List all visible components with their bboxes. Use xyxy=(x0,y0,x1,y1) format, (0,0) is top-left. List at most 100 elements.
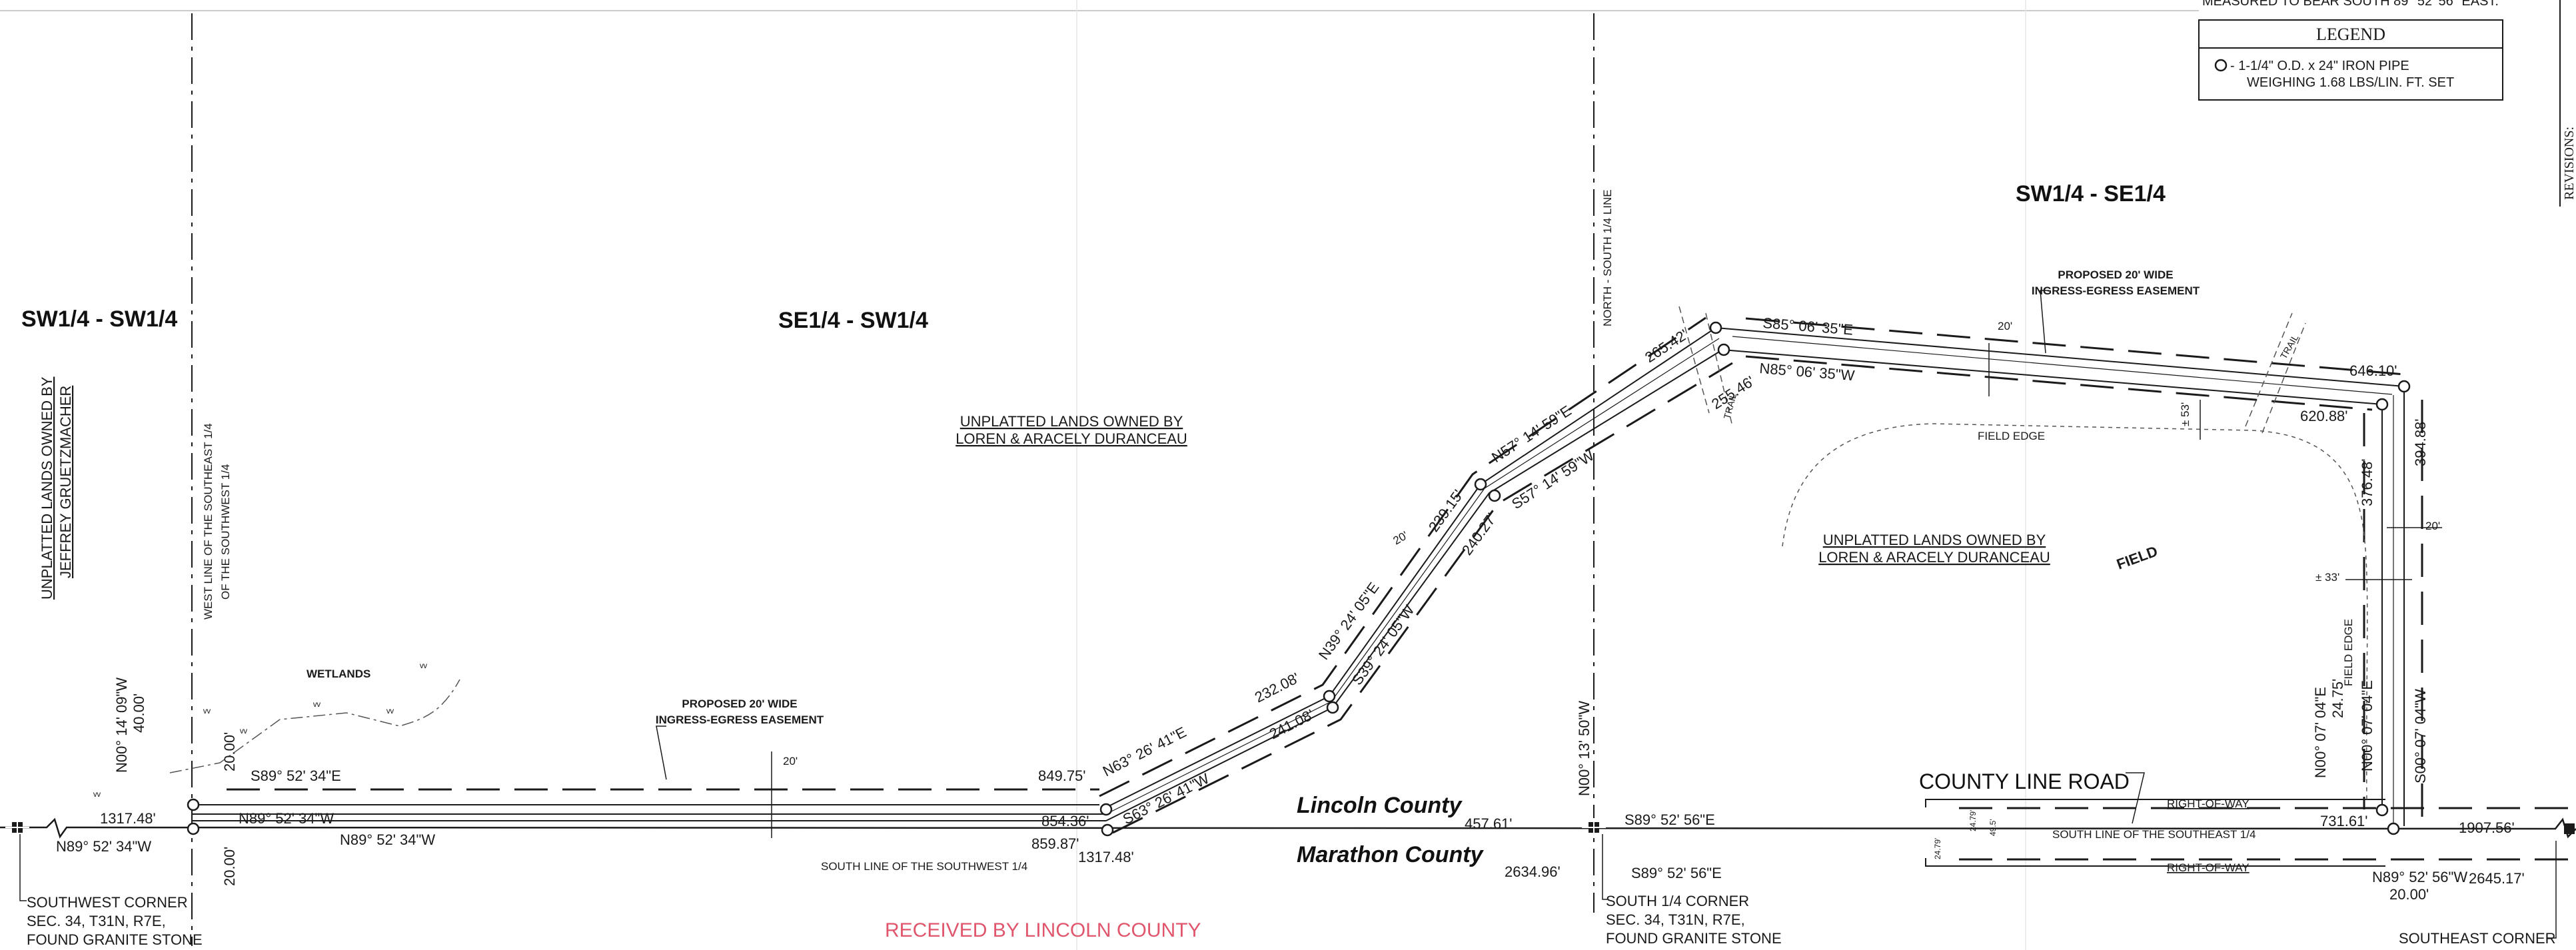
svg-text:S89° 52' 34"E: S89° 52' 34"E xyxy=(251,767,341,784)
svg-text:INGRESS-EGRESS EASEMENT: INGRESS-EGRESS EASEMENT xyxy=(2032,284,2200,297)
marathon-county-label: Marathon County xyxy=(1297,842,1485,867)
svg-text:620.88': 620.88' xyxy=(2300,408,2348,424)
svg-text:FOUND GRANITE STONE: FOUND GRANITE STONE xyxy=(27,931,203,948)
iron-pipe-icon xyxy=(1488,489,1501,502)
svg-text:± 33': ± 33' xyxy=(2315,571,2339,584)
svg-text:1317.48': 1317.48' xyxy=(100,810,156,827)
svg-text:232.08': 232.08' xyxy=(1252,670,1302,706)
svg-text:PROPOSED 20' WIDE: PROPOSED 20' WIDE xyxy=(682,698,797,710)
iron-pipe-symbol-icon xyxy=(2214,59,2228,72)
svg-text:20': 20' xyxy=(783,755,798,767)
iron-pipe-icon xyxy=(187,798,200,811)
marsh-symbol-icon: ᵥᵥ xyxy=(93,786,101,799)
field-edge-line xyxy=(1782,423,2368,803)
easement-west-segment xyxy=(192,788,1106,821)
svg-text:49.5': 49.5' xyxy=(1988,819,1998,836)
marsh-symbol-icon: ᵥᵥ xyxy=(203,703,211,715)
legend-box: LEGEND - 1-1/4" O.D. x 24" IRON PIPE WEI… xyxy=(2198,19,2503,101)
row-top-label: RIGHT-OF-WAY xyxy=(2167,797,2250,810)
svg-text:N89° 52' 34"W: N89° 52' 34"W xyxy=(56,838,151,855)
svg-text:1907.56': 1907.56' xyxy=(2459,819,2515,836)
wetlands-boundary xyxy=(169,679,460,773)
wetlands-label: WETLANDS xyxy=(307,668,370,680)
svg-text:N89° 52' 34"W: N89° 52' 34"W xyxy=(340,831,435,848)
easement-diagonal-segments xyxy=(1099,316,1733,834)
lincoln-county-label: Lincoln County xyxy=(1297,793,1463,818)
svg-text:20.00': 20.00' xyxy=(2389,886,2429,903)
svg-text:2645.17': 2645.17' xyxy=(2469,870,2525,887)
course-labels-west: N00° 14' 09"W 40.00' 20.00' S89° 52' 34"… xyxy=(56,678,1027,886)
svg-text:± 53': ± 53' xyxy=(2179,402,2192,426)
marsh-symbol-icon: ᵥᵥ xyxy=(239,723,247,735)
svg-text:241.08': 241.08' xyxy=(1267,706,1317,743)
svg-text:SOUTHWEST CORNER: SOUTHWEST CORNER xyxy=(27,894,188,911)
svg-text:N00° 07' 04"E: N00° 07' 04"E xyxy=(2312,687,2329,778)
width-indicators: 20' 20' 20' 20' ± 53' ± 33' xyxy=(771,320,2442,838)
svg-text:SOUTH 1/4 CORNER: SOUTH 1/4 CORNER xyxy=(1606,893,1749,909)
iron-pipe-icon xyxy=(187,822,200,835)
course-labels-center: 849.75' 854.36' 859.87' 1317.48' N63° 26… xyxy=(1031,326,1758,865)
svg-text:24.75': 24.75' xyxy=(2329,679,2346,718)
svg-text:SOUTHEAST CORNER: SOUTHEAST CORNER xyxy=(2399,930,2556,947)
svg-text:20': 20' xyxy=(2425,520,2440,532)
revisions-label: REVISIONS: xyxy=(2562,127,2576,200)
svg-text:N00° 07' 04"E: N00° 07' 04"E xyxy=(2359,680,2375,771)
svg-text:859.87': 859.87' xyxy=(1031,835,1079,852)
svg-text:849.75': 849.75' xyxy=(1038,767,1086,784)
marsh-symbol-icon: ᵥᵥ xyxy=(313,696,321,709)
svg-text:OF THE SOUTHWEST 1/4: OF THE SOUTHWEST 1/4 xyxy=(219,464,232,600)
svg-text:N57° 14' 59"E: N57° 14' 59"E xyxy=(1489,402,1575,466)
svg-text:S89° 52' 56"E: S89° 52' 56"E xyxy=(1624,811,1715,828)
iron-pipe-icon xyxy=(2397,380,2411,393)
easement-west-callout: PROPOSED 20' WIDE INGRESS-EGRESS EASEMEN… xyxy=(656,698,824,780)
iron-pipe-icon xyxy=(2387,822,2400,835)
south-line-se-label: SOUTH LINE OF THE SOUTHEAST 1/4 xyxy=(2052,828,2255,841)
svg-text:WEST LINE OF THE SOUTHEAST 1/4: WEST LINE OF THE SOUTHEAST 1/4 xyxy=(202,423,215,620)
county-line-road-label: COUNTY LINE ROAD xyxy=(1919,769,2130,793)
iron-pipe-icon xyxy=(1326,701,1339,714)
owner-east: UNPLATTED LANDS OWNED BY LOREN & ARACELY… xyxy=(1818,532,2050,566)
iron-pipe-icon xyxy=(1323,690,1336,703)
owner-center: UNPLATTED LANDS OWNED BY LOREN & ARACELY… xyxy=(956,413,1187,447)
quarter-sw-sw: SW1/4 - SW1/4 xyxy=(21,306,177,332)
svg-text:FOUND GRANITE STONE: FOUND GRANITE STONE xyxy=(1606,930,1782,947)
svg-text:394.88': 394.88' xyxy=(2412,419,2429,467)
field-edge-top-label: FIELD EDGE xyxy=(1978,430,2045,442)
svg-text:239.15': 239.15' xyxy=(1425,486,1467,535)
svg-text:1317.48': 1317.48' xyxy=(1078,849,1134,865)
iron-pipe-icon xyxy=(1717,343,1730,356)
svg-text:646.10': 646.10' xyxy=(2349,362,2397,379)
svg-text:UNPLATTED LANDS OWNED BY: UNPLATTED LANDS OWNED BY xyxy=(960,413,1183,430)
svg-text:376.48': 376.48' xyxy=(2359,459,2375,507)
svg-text:2634.96': 2634.96' xyxy=(1505,863,1561,880)
svg-text:24.79': 24.79' xyxy=(1968,810,1978,831)
svg-text:N89° 52' 34"W: N89° 52' 34"W xyxy=(239,810,334,827)
field-edge-right-label: FIELD EDGE xyxy=(2342,619,2355,686)
monuments xyxy=(5,321,2575,837)
svg-text:40.00': 40.00' xyxy=(131,694,147,733)
course-labels-east: S85° 06' 35"E N85° 06' 35"W 646.10' 620.… xyxy=(1759,314,2525,903)
legend-line-1: - 1-1/4" O.D. x 24" IRON PIPE xyxy=(2230,59,2409,73)
svg-text:S00° 07' 04"W: S00° 07' 04"W xyxy=(2412,689,2429,783)
svg-text:457.61': 457.61' xyxy=(1465,815,1513,832)
svg-text:SEC. 34, T31N, R7E,: SEC. 34, T31N, R7E, xyxy=(27,913,166,929)
quarter-sw-se: SW1/4 - SE1/4 xyxy=(2016,181,2166,207)
iron-pipe-icon xyxy=(1099,803,1113,816)
svg-text:S89° 52' 56"E: S89° 52' 56"E xyxy=(1631,865,1722,881)
iron-pipe-icon xyxy=(2375,803,2389,817)
iron-pipe-icon xyxy=(1474,478,1487,491)
course-labels-quarter: N00° 13' 50"W 457.61' S89° 52' 56"E 2634… xyxy=(1465,701,1722,881)
svg-text:N89° 52' 56"W: N89° 52' 56"W xyxy=(2372,869,2467,885)
marsh-symbol-icon: ᵥᵥ xyxy=(386,703,394,715)
svg-text:UNPLATTED LANDS OWNED BY: UNPLATTED LANDS OWNED BY xyxy=(1823,532,2046,548)
svg-text:20': 20' xyxy=(1998,320,2012,332)
field-label: FIELD xyxy=(2114,542,2160,572)
legend-line-2: WEIGHING 1.68 LBS/LIN. FT. SET xyxy=(2247,75,2454,90)
granite-stone-icon xyxy=(5,818,29,837)
svg-text:20.00': 20.00' xyxy=(221,732,238,771)
quarter-se-sw: SE1/4 - SW1/4 xyxy=(778,308,928,333)
south-line-sw-label: SOUTH LINE OF THE SOUTHWEST 1/4 xyxy=(821,860,1027,873)
row-bottom-label: RIGHT-OF-WAY xyxy=(2167,861,2250,874)
easement-east-callout: PROPOSED 20' WIDE INGRESS-EGRESS EASEMEN… xyxy=(2032,268,2200,354)
